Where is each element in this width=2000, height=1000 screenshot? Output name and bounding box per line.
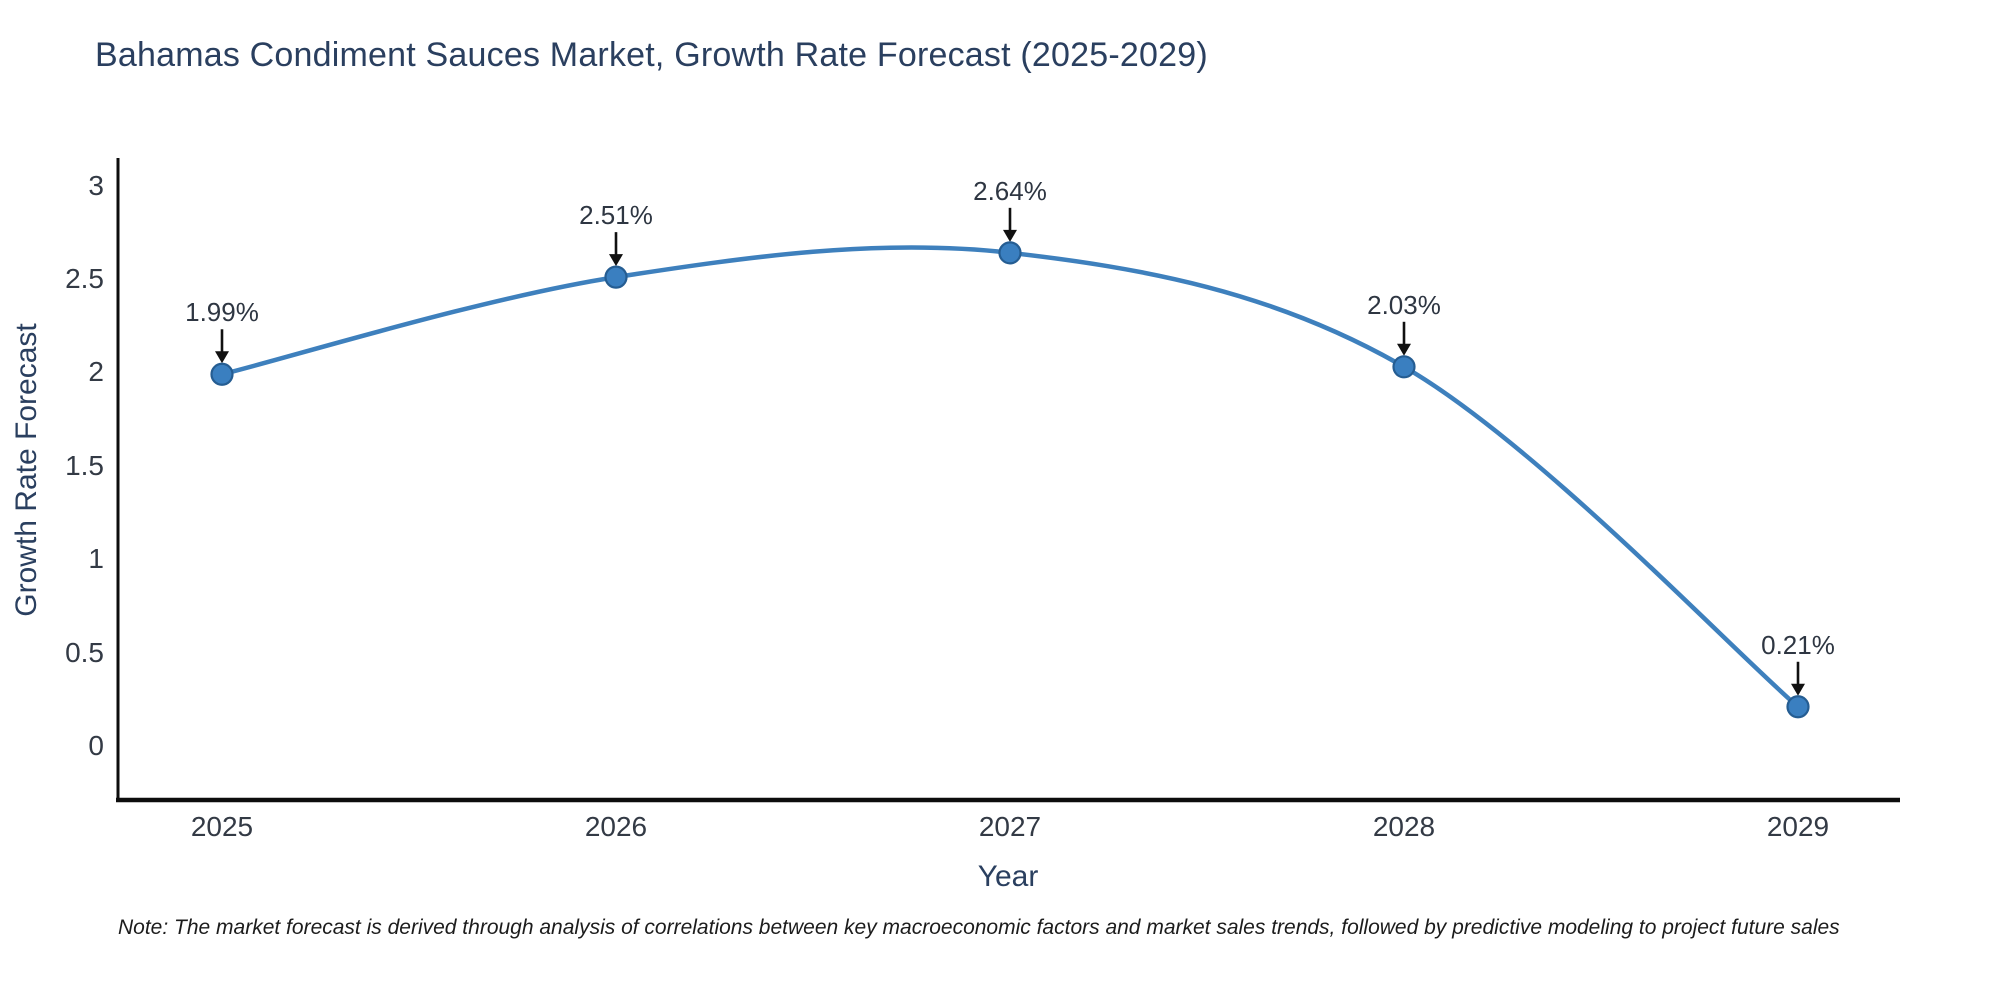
annotation-arrow-head (1003, 229, 1017, 242)
data-point-marker (1392, 355, 1416, 379)
annotation-arrow-head (1397, 343, 1411, 356)
data-point-marker (998, 241, 1022, 265)
data-point-value-label: 2.51% (579, 200, 653, 231)
y-tick-label: 0 (88, 730, 104, 761)
data-point-marker (1786, 695, 1810, 719)
data-point-marker (604, 265, 628, 289)
annotation-arrow-head (609, 254, 623, 267)
chart-title: Bahamas Condiment Sauces Market, Growth … (95, 36, 1208, 74)
data-point-value-label: 0.21% (1761, 629, 1835, 660)
y-tick-label: 2.5 (65, 263, 104, 294)
x-tick-label: 2025 (190, 811, 254, 842)
y-tick-label: 1 (88, 543, 104, 575)
data-point-value-label: 2.03% (1367, 289, 1441, 320)
annotation-arrow-head (1791, 683, 1805, 696)
footnote: Note: The market forecast is derived thr… (118, 916, 1840, 939)
x-axis-title: Year (977, 860, 1039, 893)
annotation-arrow-head (215, 351, 229, 364)
y-tick-label: 1.5 (65, 449, 104, 481)
y-tick-label: 2 (88, 356, 104, 388)
y-tick-label: 3 (88, 169, 104, 201)
y-tick-label: 0.5 (65, 636, 104, 668)
x-tick-label: 2027 (978, 811, 1042, 842)
forecast-line-series (219, 245, 1801, 710)
data-point-marker (210, 362, 234, 386)
data-point-value-label: 1.99% (185, 297, 259, 328)
data-point-value-label: 2.64% (973, 175, 1047, 206)
x-tick-label: 2026 (584, 811, 648, 842)
x-tick-label: 2028 (1372, 811, 1436, 842)
x-tick-label: 2029 (1766, 811, 1830, 842)
y-axis-title: Growth Rate Forecast (10, 323, 43, 617)
